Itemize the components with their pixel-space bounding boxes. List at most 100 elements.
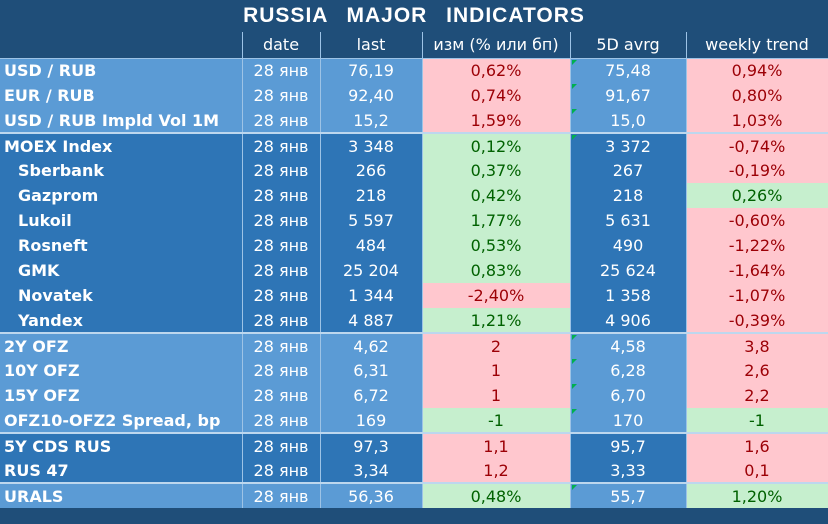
- row-change: 1,59%: [422, 108, 571, 133]
- table-row: 15Y OFZ 28 янв 6,72 1 6,70 2,2: [0, 383, 828, 408]
- row-5d-avg: 55,7: [570, 482, 687, 508]
- row-last: 76,19: [320, 58, 423, 83]
- row-name: USD / RUB Impld Vol 1M: [0, 108, 243, 133]
- col-header-5d-avg: 5D avrg: [570, 32, 687, 59]
- row-name: EUR / RUB: [0, 83, 243, 108]
- row-date: 28 янв: [242, 183, 321, 208]
- comment-marker-icon: [571, 109, 577, 114]
- row-last: 92,40: [320, 83, 423, 108]
- row-change: -2,40%: [422, 283, 571, 308]
- row-last: 97,3: [320, 432, 423, 458]
- comment-marker-icon: [571, 84, 577, 89]
- indicators-table: date last изм (% или бп) 5D avrg weekly …: [0, 32, 828, 508]
- row-last: 3,34: [320, 458, 423, 483]
- row-change: 0,42%: [422, 183, 571, 208]
- row-weekly-trend: 0,94%: [686, 58, 828, 83]
- row-5d-avg-value: 170: [612, 410, 644, 430]
- row-date: 28 янв: [242, 332, 321, 358]
- row-last: 266: [320, 158, 423, 183]
- row-name: Novatek: [0, 283, 243, 308]
- row-last: 5 597: [320, 208, 423, 233]
- row-weekly-trend: -1,22%: [686, 233, 828, 258]
- comment-marker-icon: [571, 59, 577, 65]
- table-row: EUR / RUB 28 янв 92,40 0,74% 91,67 0,80%: [0, 83, 828, 108]
- row-name: USD / RUB: [0, 58, 243, 83]
- comment-marker-icon: [571, 485, 577, 490]
- row-weekly-trend: 3,8: [686, 332, 828, 358]
- table-row: URALS 28 янв 56,36 0,48% 55,7 1,20%: [0, 482, 828, 508]
- row-weekly-trend: 1,6: [686, 432, 828, 458]
- row-weekly-trend: 0,1: [686, 458, 828, 483]
- row-5d-avg: 4,58: [570, 332, 687, 358]
- comment-marker-icon: [571, 384, 577, 389]
- row-name: 5Y CDS RUS: [0, 432, 243, 458]
- row-weekly-trend: 1,03%: [686, 108, 828, 133]
- row-last: 3 348: [320, 132, 423, 158]
- table-row: 2Y OFZ 28 янв 4,62 2 4,58 3,8: [0, 332, 828, 358]
- row-5d-avg: 4 906: [570, 308, 687, 333]
- table-row: GMK 28 янв 25 204 0,83% 25 624 -1,64%: [0, 258, 828, 283]
- row-5d-avg-value: 4,58: [610, 336, 646, 356]
- row-5d-avg: 15,0: [570, 108, 687, 133]
- row-5d-avg: 3,33: [570, 458, 687, 483]
- row-weekly-trend: 2,6: [686, 358, 828, 383]
- table-row: Rosneft 28 янв 484 0,53% 490 -1,22%: [0, 233, 828, 258]
- row-5d-avg-value: 15,0: [610, 110, 646, 130]
- col-header-last: last: [320, 32, 423, 59]
- row-change: 0,48%: [422, 482, 571, 508]
- table-row: USD / RUB Impld Vol 1M 28 янв 15,2 1,59%…: [0, 108, 828, 133]
- row-last: 6,72: [320, 383, 423, 408]
- header-row: date last изм (% или бп) 5D avrg weekly …: [0, 32, 828, 59]
- row-5d-avg-value: 55,7: [610, 486, 646, 506]
- row-name: MOEX Index: [0, 132, 243, 158]
- row-5d-avg: 5 631: [570, 208, 687, 233]
- row-5d-avg: 25 624: [570, 258, 687, 283]
- table-row: 10Y OFZ 28 янв 6,31 1 6,28 2,6: [0, 358, 828, 383]
- row-5d-avg: 6,70: [570, 383, 687, 408]
- row-change: 0,53%: [422, 233, 571, 258]
- row-weekly-trend: -0,39%: [686, 308, 828, 333]
- row-date: 28 янв: [242, 58, 321, 83]
- row-last: 218: [320, 183, 423, 208]
- row-date: 28 янв: [242, 258, 321, 283]
- row-change: 1,2: [422, 458, 571, 483]
- row-change: 0,62%: [422, 58, 571, 83]
- row-date: 28 янв: [242, 208, 321, 233]
- row-last: 484: [320, 233, 423, 258]
- row-5d-avg: 490: [570, 233, 687, 258]
- row-date: 28 янв: [242, 308, 321, 333]
- table-row: Lukoil 28 янв 5 597 1,77% 5 631 -0,60%: [0, 208, 828, 233]
- page-title: RUSSIA MAJOR INDICATORS: [0, 0, 828, 32]
- row-5d-avg: 91,67: [570, 83, 687, 108]
- row-date: 28 янв: [242, 283, 321, 308]
- col-header-date: date: [242, 32, 321, 59]
- col-header-weekly-trend: weekly trend: [686, 32, 828, 59]
- row-last: 169: [320, 408, 423, 433]
- comment-marker-icon: [571, 409, 577, 414]
- row-weekly-trend: 0,26%: [686, 183, 828, 208]
- table-row: Yandex 28 янв 4 887 1,21% 4 906 -0,39%: [0, 308, 828, 333]
- table-row: MOEX Index 28 янв 3 348 0,12% 3 372 -0,7…: [0, 132, 828, 158]
- row-change: 0,83%: [422, 258, 571, 283]
- row-name: GMK: [0, 258, 243, 283]
- row-last: 25 204: [320, 258, 423, 283]
- table-row: Gazprom 28 янв 218 0,42% 218 0,26%: [0, 183, 828, 208]
- row-name: Sberbank: [0, 158, 243, 183]
- row-change: 2: [422, 332, 571, 358]
- row-date: 28 янв: [242, 408, 321, 433]
- table-row: 5Y CDS RUS 28 янв 97,3 1,1 95,7 1,6: [0, 432, 828, 458]
- row-weekly-trend: -0,60%: [686, 208, 828, 233]
- row-5d-avg: 3 372: [570, 132, 687, 158]
- row-change: 0,74%: [422, 83, 571, 108]
- row-last: 1 344: [320, 283, 423, 308]
- row-weekly-trend: 2,2: [686, 383, 828, 408]
- row-change: -1: [422, 408, 571, 433]
- row-5d-avg: 95,7: [570, 432, 687, 458]
- row-name: 2Y OFZ: [0, 332, 243, 358]
- row-date: 28 янв: [242, 108, 321, 133]
- row-name: 15Y OFZ: [0, 383, 243, 408]
- row-change: 1: [422, 358, 571, 383]
- row-name: Yandex: [0, 308, 243, 333]
- col-header-name: [0, 32, 243, 59]
